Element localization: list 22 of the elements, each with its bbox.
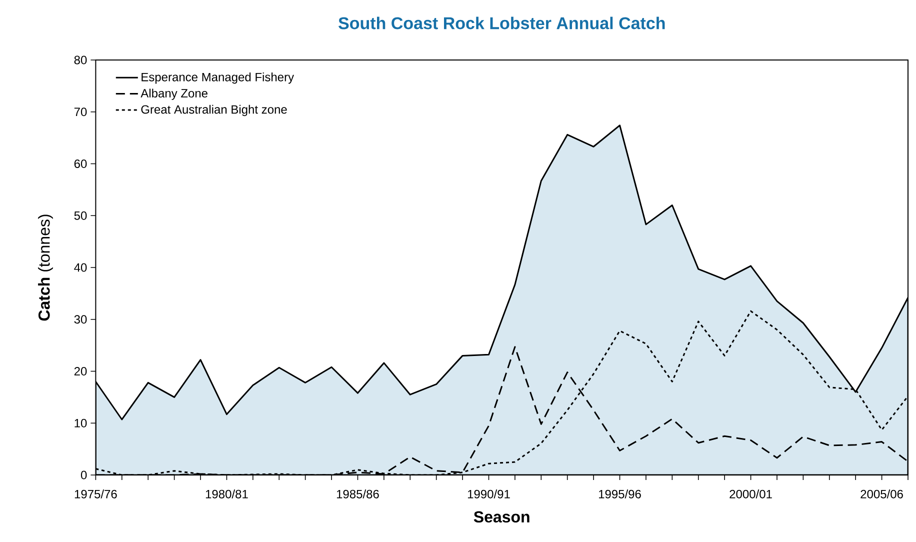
- x-tick-label: 2005/06: [860, 490, 903, 498]
- y-tick-label: 70: [74, 108, 87, 116]
- chart-title: South Coast Rock Lobster Annual Catch: [338, 16, 665, 30]
- legend-label: Great Australian Bight zone: [141, 104, 287, 116]
- y-tick-label: 40: [74, 263, 87, 272]
- x-tick-label: 1995/96: [598, 490, 641, 498]
- x-tick-label: 1990/91: [468, 490, 510, 498]
- y-tick-label: 20: [74, 367, 87, 376]
- legend-label: Albany Zone: [140, 88, 208, 100]
- y-tick-label: 30: [74, 315, 87, 324]
- y-tick-label: 80: [74, 56, 87, 64]
- x-tick-label: 2000/01: [730, 490, 772, 498]
- y-tick-label: 10: [74, 418, 87, 428]
- x-axis-title: Season: [474, 511, 530, 523]
- legend-label: Esperance Managed Fishery: [142, 72, 294, 84]
- y-tick-label: 50: [74, 211, 87, 220]
- y-tick-label: 60: [74, 160, 87, 168]
- x-tick-label: 1980/81: [206, 490, 248, 498]
- y-tick-label: 0: [80, 470, 87, 480]
- x-tick-label: 1985/86: [336, 490, 379, 498]
- y-axis-title: Catch (tonnes): [38, 214, 53, 321]
- x-tick-label: 1975/76: [74, 490, 117, 498]
